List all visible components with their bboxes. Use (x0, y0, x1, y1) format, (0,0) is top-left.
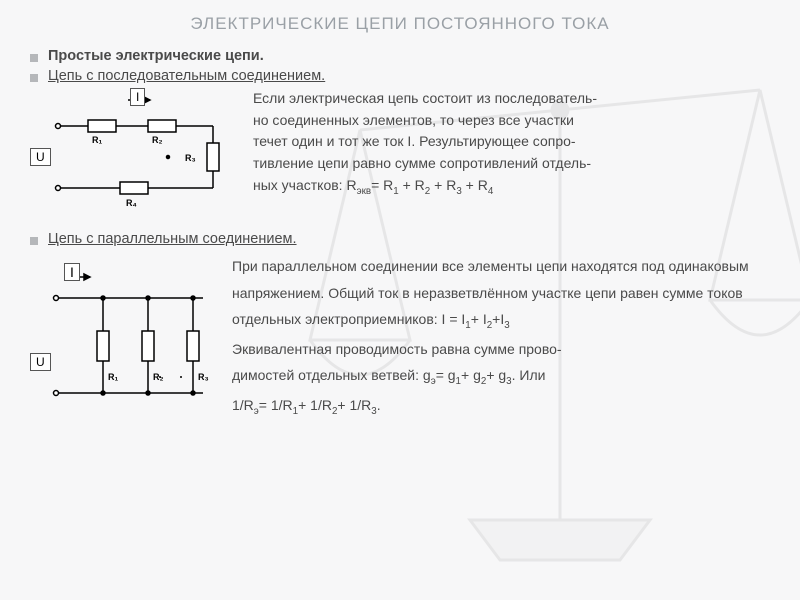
bullet-icon (30, 54, 38, 62)
label-current-i: I (64, 263, 80, 281)
label-r4: R₄ (126, 198, 137, 208)
label-r3: R₃ (185, 153, 196, 163)
label-r1: R₁ (92, 135, 102, 145)
label-r3: R₃ (198, 372, 209, 382)
label-r2: R₂ (153, 372, 164, 382)
label-voltage-u: U (30, 353, 51, 371)
bullet-label: Цепь с последовательным соединением. (48, 68, 325, 84)
label-current-i: I (130, 88, 145, 106)
bullet-simple-circuits: Простые электрические цепи. (30, 48, 770, 64)
bullet-series: Цепь с последовательным соединением. (30, 68, 770, 84)
bullet-label: Цепь с параллельным соединением. (48, 231, 297, 247)
bullet-icon (30, 74, 38, 82)
series-description: Если электрическая цепь состоит из после… (253, 88, 597, 223)
label-r1: R₁ (108, 372, 118, 382)
parallel-description: При параллельном соединении все элементы… (232, 253, 770, 433)
page-title: ЭЛЕКТРИЧЕСКИЕ ЦЕПИ ПОСТОЯННОГО ТОКА (30, 14, 770, 34)
bullet-label: Простые электрические цепи. (48, 48, 264, 64)
series-circuit-diagram: R₁ R₂ R₃ R₄ I U (48, 88, 243, 223)
parallel-circuit-diagram: R₁ R₂ R₃ I U (48, 253, 218, 433)
bullet-icon (30, 237, 38, 245)
series-circuit-svg: R₁ R₂ R₃ R₄ (48, 88, 243, 218)
label-r2: R₂ (152, 135, 163, 145)
bullet-parallel: Цепь с параллельным соединением. (30, 231, 770, 247)
label-voltage-u: U (30, 148, 51, 166)
